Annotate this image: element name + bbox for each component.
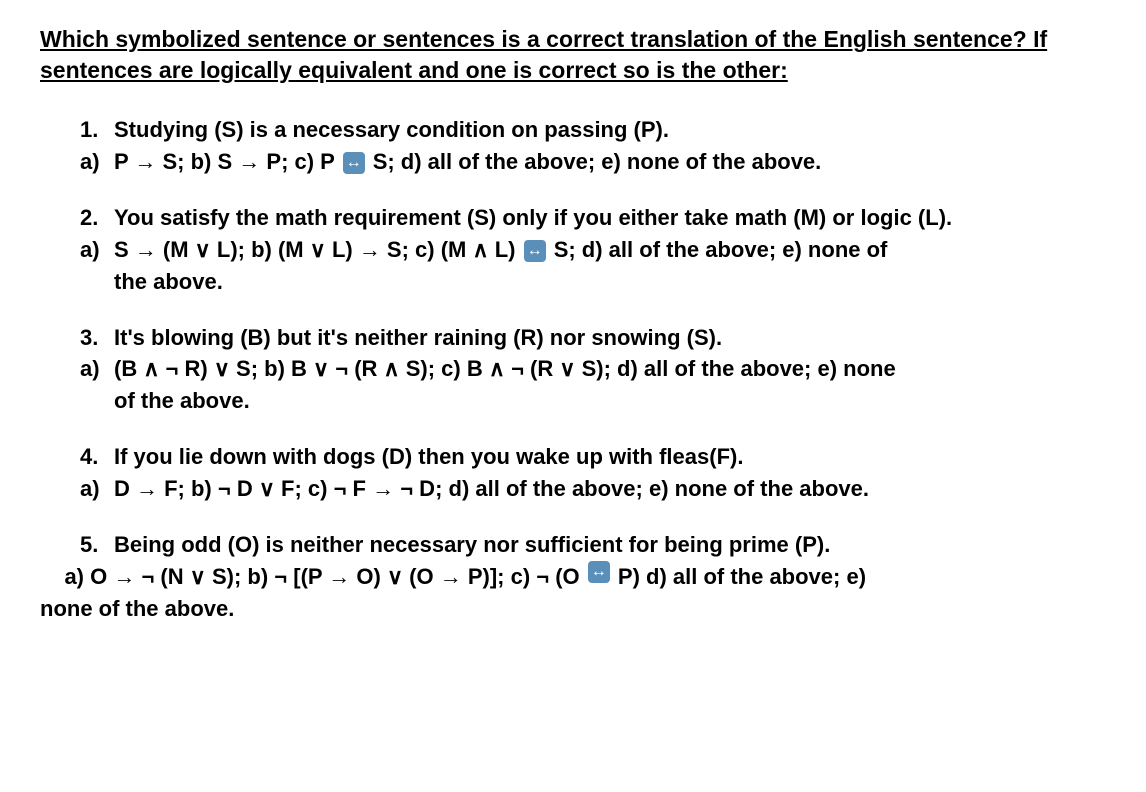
biconditional-icon — [588, 561, 610, 583]
answer-line: a)(B ∧ ¬ R) ∨ S; b) B ∨ ¬ (R ∧ S); c) B … — [40, 353, 1106, 385]
question-prompt: Being odd (O) is neither necessary nor s… — [114, 529, 830, 561]
answer-content: D → F; b) ¬ D ∨ F; c) ¬ F → ¬ D; d) all … — [114, 473, 869, 505]
answer-line: a)S → (M ∨ L); b) (M ∨ L) → S; c) (M ∧ L… — [40, 234, 1106, 266]
question-block: 4. If you lie down with dogs (D) then yo… — [40, 441, 1106, 505]
question-number: 3. — [80, 322, 114, 354]
answer-letter: a) — [80, 234, 114, 266]
answer-line: a)D → F; b) ¬ D ∨ F; c) ¬ F → ¬ D; d) al… — [40, 473, 1106, 505]
question-number: 5. — [80, 529, 114, 561]
answer-letter: a) — [80, 353, 114, 385]
question-prompt-line: 2.You satisfy the math requirement (S) o… — [40, 202, 1106, 234]
biconditional-icon — [524, 240, 546, 262]
answer-text-pre: a) O → ¬ (N ∨ S); b) ¬ [(P → O) ∨ (O → P… — [40, 561, 586, 593]
answer-content: P → S; b) S → P; c) P S; d) all of the a… — [114, 146, 821, 178]
question-number: 2. — [80, 202, 114, 234]
question-5-block: 5. Being odd (O) is neither necessary no… — [40, 529, 1106, 625]
question-5-answer-line: a) O → ¬ (N ∨ S); b) ¬ [(P → O) ∨ (O → P… — [40, 561, 1106, 593]
question-prompt-line: 4. If you lie down with dogs (D) then yo… — [40, 441, 1106, 473]
question-prompt: If you lie down with dogs (D) then you w… — [114, 441, 743, 473]
answer-letter: a) — [80, 473, 114, 505]
answer-text-pre: P → S; b) S → P; c) P — [114, 149, 341, 174]
question-prompt: It's blowing (B) but it's neither rainin… — [114, 322, 722, 354]
question-block: 2.You satisfy the math requirement (S) o… — [40, 202, 1106, 298]
answer-text-pre: D → F; b) ¬ D ∨ F; c) ¬ F → ¬ D; d) all … — [114, 476, 869, 501]
question-prompt: Studying (S) is a necessary condition on… — [114, 114, 669, 146]
question-block: 1.Studying (S) is a necessary condition … — [40, 114, 1106, 178]
question-block: 3. It's blowing (B) but it's neither rai… — [40, 322, 1106, 418]
answer-text-post: S; d) all of the above; e) none of the a… — [367, 149, 822, 174]
question-5-prompt-line: 5. Being odd (O) is neither necessary no… — [40, 529, 1106, 561]
answer-continue: of the above. — [40, 385, 1106, 417]
page-heading: Which symbolized sentence or sentences i… — [40, 24, 1106, 86]
biconditional-icon — [343, 152, 365, 174]
answer-text-pre: (B ∧ ¬ R) ∨ S; b) B ∨ ¬ (R ∧ S); c) B ∧ … — [114, 356, 896, 381]
question-prompt-line: 3. It's blowing (B) but it's neither rai… — [40, 322, 1106, 354]
answer-line: a)P → S; b) S → P; c) P S; d) all of the… — [40, 146, 1106, 178]
answer-text-post: P) d) all of the above; e) — [612, 561, 866, 593]
question-number: 4. — [80, 441, 114, 473]
answer-continue: the above. — [40, 266, 1106, 298]
question-prompt-line: 1.Studying (S) is a necessary condition … — [40, 114, 1106, 146]
question-5-answer-continue: none of the above. — [40, 593, 1106, 625]
questions-container: 1.Studying (S) is a necessary condition … — [40, 114, 1106, 505]
answer-text-pre: S → (M ∨ L); b) (M ∨ L) → S; c) (M ∧ L) — [114, 237, 522, 262]
answer-content: S → (M ∨ L); b) (M ∨ L) → S; c) (M ∧ L) … — [114, 234, 887, 266]
answer-text-post: S; d) all of the above; e) none of — [548, 237, 888, 262]
question-prompt: You satisfy the math requirement (S) onl… — [114, 202, 952, 234]
answer-letter: a) — [80, 146, 114, 178]
answer-content: (B ∧ ¬ R) ∨ S; b) B ∨ ¬ (R ∧ S); c) B ∧ … — [114, 353, 896, 385]
question-number: 1. — [80, 114, 114, 146]
